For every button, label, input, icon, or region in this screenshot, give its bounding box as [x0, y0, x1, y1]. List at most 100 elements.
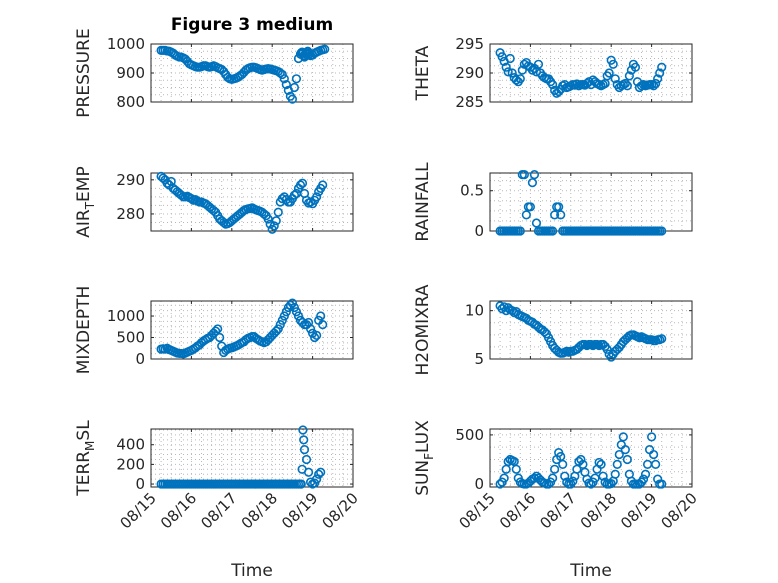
y-tick-label: 0.5: [460, 182, 484, 200]
data-point: [312, 330, 322, 340]
data-point: [594, 457, 604, 468]
data-point: [657, 226, 667, 236]
x-tick-label: 08/16: [496, 489, 539, 532]
data-point: [515, 74, 525, 84]
data-point: [610, 74, 620, 84]
data-point: [271, 326, 281, 336]
data-point: [554, 202, 564, 212]
rainfall-panel: 0 0.5 RAINFALL: [413, 162, 693, 242]
x-tick-label: 08/19: [617, 489, 660, 532]
data-point: [314, 469, 324, 479]
data-point: [507, 68, 517, 78]
data-point: [657, 479, 667, 489]
data-point: [624, 71, 634, 81]
data-point: [550, 210, 560, 220]
data-point: [620, 445, 630, 455]
y-axis-label-rest: LUX: [413, 420, 433, 453]
data-point: [505, 53, 515, 64]
data-point: [556, 210, 566, 220]
data-point: [271, 216, 281, 226]
y-tick-label: 280: [116, 205, 145, 223]
pressure-panel: 800 900 1000 PRESSURE: [74, 28, 354, 118]
data-point: [657, 62, 667, 72]
data-point: [531, 218, 542, 228]
y-axis-label: AIRTEMP: [74, 166, 97, 237]
data-point: [519, 170, 529, 180]
y-axis-label: RAINFALL: [413, 162, 433, 242]
data-point: [558, 459, 568, 469]
data-point: [277, 69, 287, 80]
y-tick-label: 5: [474, 350, 484, 368]
y-axis-label-rest: EMP: [74, 166, 94, 202]
data-point: [289, 190, 300, 200]
data-point: [622, 454, 632, 465]
x-tick-label: 08/17: [536, 489, 579, 532]
axes-frame: [150, 172, 354, 232]
data-point: [219, 217, 229, 228]
axes-frame: [150, 300, 354, 360]
y-axis-label-main: H2OMIXRA: [413, 284, 433, 375]
x-tick-label: 08/15: [117, 489, 160, 532]
data-point: [293, 311, 304, 321]
data-point: [281, 307, 291, 317]
data-point: [560, 471, 570, 481]
theta-panel: 285 290 295 THETA: [413, 35, 693, 111]
data-point: [598, 471, 608, 481]
data-point: [299, 435, 309, 445]
y-tick-label: 800: [116, 93, 145, 111]
h2omixra-panel: 5 10 H2OMIXRA: [413, 284, 693, 376]
data-point: [318, 320, 328, 330]
data-point: [616, 440, 626, 450]
data-point: [638, 474, 649, 484]
data-point: [279, 74, 289, 84]
data-point: [602, 344, 612, 354]
data-point: [548, 473, 558, 483]
x-tick-label: 08/16: [157, 489, 200, 532]
data-point: [291, 74, 302, 84]
y-axis-label-main: THETA: [413, 45, 433, 101]
y-tick-label: 1000: [107, 35, 145, 53]
y-axis-label-sub: T: [83, 201, 97, 210]
data-point: [316, 467, 326, 477]
y-tick-label: 295: [455, 35, 484, 53]
data-point: [653, 74, 663, 84]
figure-title: Figure 3 medium: [171, 15, 333, 35]
data-point: [655, 68, 665, 78]
data-point: [614, 449, 624, 460]
data-point: [287, 298, 298, 308]
x-axis-label: Time: [569, 561, 612, 581]
data-point: [297, 178, 308, 188]
data-point: [527, 178, 538, 188]
data-point: [604, 68, 614, 78]
x-tick-label: 08/18: [577, 489, 620, 532]
data-point: [499, 473, 509, 483]
y-tick-label: 0: [474, 475, 484, 493]
y-axis-label: MIXDEPTH: [74, 286, 94, 375]
data-point: [305, 324, 316, 334]
data-point: [618, 432, 628, 442]
data-point: [649, 449, 659, 460]
data-point: [521, 210, 531, 220]
data-point: [596, 459, 606, 469]
data-point: [606, 478, 616, 489]
y-tick-label: 400: [116, 436, 145, 454]
data-point: [612, 459, 622, 469]
data-point: [310, 332, 320, 343]
data-point: [511, 464, 521, 474]
data-point: [273, 207, 283, 217]
y-axis-label: THETA: [413, 45, 433, 101]
air-temp-panel: 280 290 AIRTEMP: [74, 166, 354, 238]
data-point: [651, 78, 661, 89]
data-point: [275, 320, 285, 330]
x-tick-label: 08/19: [278, 489, 321, 532]
data-point: [277, 315, 287, 325]
y-tick-label: 285: [455, 93, 484, 111]
y-tick-label: 290: [455, 64, 484, 82]
data-point: [657, 334, 667, 344]
data-point: [298, 425, 308, 435]
x-tick-label: 08/20: [319, 489, 362, 532]
data-point: [644, 445, 655, 455]
y-axis-label-main: PRESSURE: [74, 28, 94, 117]
data-point: [568, 476, 578, 486]
